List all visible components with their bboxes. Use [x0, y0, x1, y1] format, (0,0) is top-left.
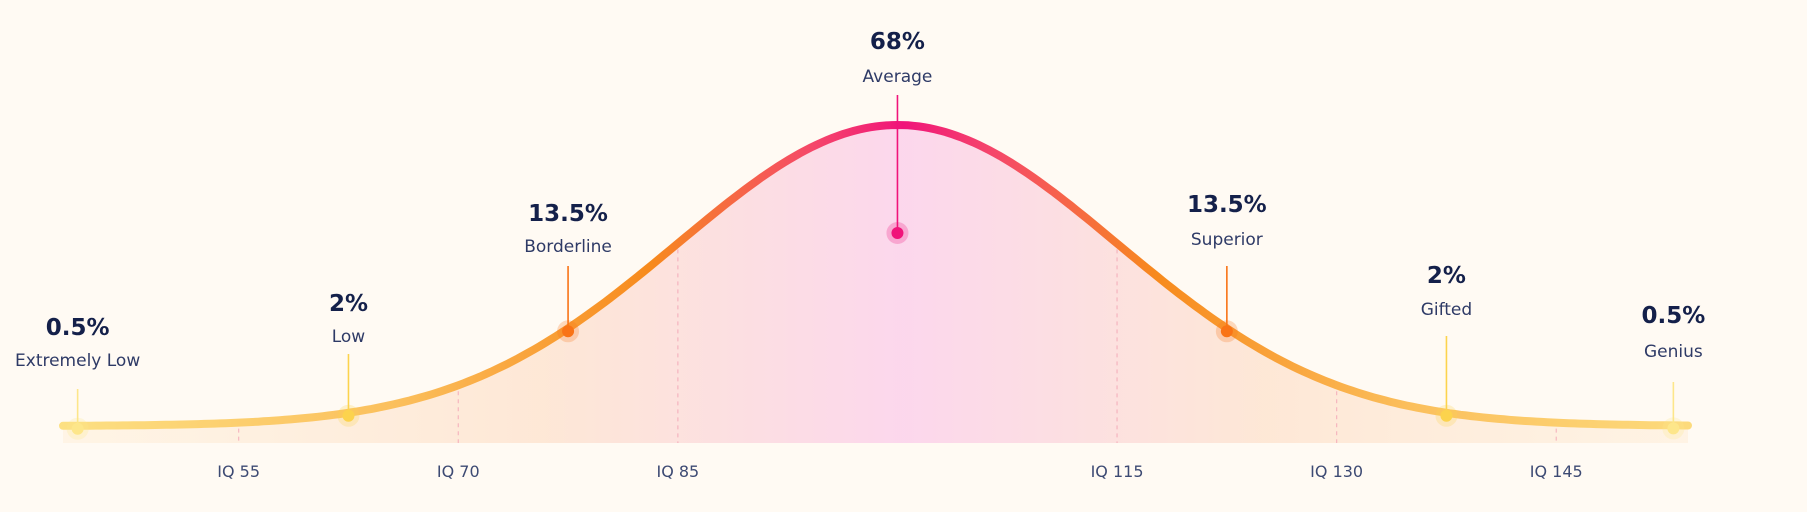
percent-label: 2% — [329, 291, 368, 317]
gridlines — [238, 249, 1557, 443]
percent-label: 0.5% — [1641, 303, 1705, 329]
x-tick-label: IQ 115 — [1091, 462, 1144, 481]
category-marker-superior: 13.5% Superior — [1187, 192, 1267, 343]
category-marker-genius: 0.5% Genius — [1641, 303, 1705, 440]
x-tick-label: IQ 130 — [1310, 462, 1363, 481]
marker-dot — [891, 227, 904, 239]
category-marker-gifted: 2% Gifted — [1421, 263, 1473, 427]
category-marker-average: 68% Average — [863, 29, 933, 244]
marker-dot — [342, 409, 355, 422]
category-label: Average — [863, 67, 933, 87]
x-tick-label: IQ 70 — [437, 462, 480, 481]
marker-dot — [1220, 325, 1233, 338]
percent-label: 2% — [1427, 263, 1466, 289]
marker-dot — [562, 325, 575, 338]
bell-curve-line — [59, 120, 1692, 430]
category-label: Genius — [1644, 342, 1703, 362]
category-markers: 0.5% Extremely Low 2% Low 13.5% Borderline 68%… — [15, 29, 1705, 440]
marker-dot — [1667, 422, 1680, 435]
x-tick-label: IQ 145 — [1530, 462, 1583, 481]
category-label: Extremely Low — [15, 351, 140, 371]
category-label: Gifted — [1421, 300, 1473, 320]
x-tick-label: IQ 55 — [217, 462, 260, 481]
category-label: Borderline — [524, 237, 612, 257]
category-marker-low: 2% Low — [329, 291, 368, 427]
percent-label: 0.5% — [46, 315, 110, 341]
x-tick-label: IQ 85 — [656, 462, 699, 481]
category-marker-borderline: 13.5% Borderline — [524, 201, 612, 343]
category-label: Low — [332, 327, 366, 347]
x-axis-ticks: IQ 55 IQ 70 IQ 85 IQ 115 IQ 130 IQ 145 — [217, 462, 1582, 481]
category-label: Superior — [1191, 230, 1263, 250]
category-marker-extremely-low: 0.5% Extremely Low — [15, 315, 140, 440]
marker-dot — [71, 422, 84, 435]
percent-label: 68% — [870, 29, 925, 55]
percent-label: 13.5% — [528, 201, 608, 227]
marker-dot — [1440, 409, 1453, 422]
percent-label: 13.5% — [1187, 192, 1267, 218]
